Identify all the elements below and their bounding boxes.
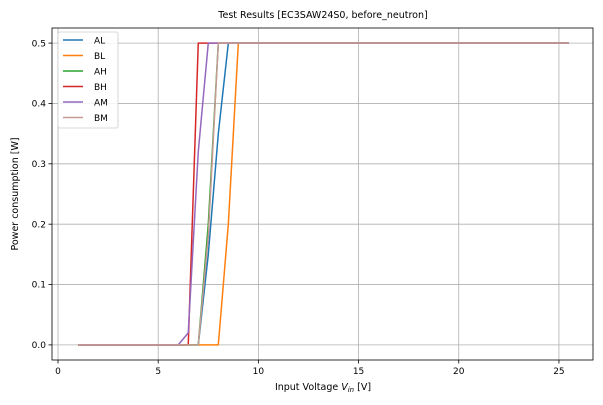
series-line-bm xyxy=(78,42,569,346)
legend-label-al: AL xyxy=(94,36,105,46)
x-tick-label: 10 xyxy=(253,367,265,377)
legend-label-ah: AH xyxy=(94,67,107,77)
y-axis-label: Power consumption [W] xyxy=(10,137,21,250)
legend-label-bm: BM xyxy=(94,114,108,124)
x-axis-label-variable: V xyxy=(341,382,349,393)
series-line-bl xyxy=(78,42,569,346)
y-tick-label: 0.0 xyxy=(32,341,47,351)
x-tick-label: 0 xyxy=(55,367,61,377)
series-line-bh xyxy=(78,42,569,346)
x-tick-label: 5 xyxy=(155,367,161,377)
legend-label-bl: BL xyxy=(94,52,105,62)
x-tick-label: 20 xyxy=(453,367,465,377)
y-axis-ticks: 0.0 0.1 0.2 0.3 0.4 0.5 xyxy=(32,39,52,351)
x-axis-label: Input Voltage Vin [V] xyxy=(275,382,371,394)
x-axis-label-text: Input Voltage xyxy=(275,382,341,393)
series-line-al xyxy=(78,42,569,346)
y-tick-label: 0.2 xyxy=(32,220,46,230)
x-tick-label: 15 xyxy=(353,367,364,377)
legend: AL BL AH BH AM BM xyxy=(57,31,119,129)
x-axis-label-subscript: in xyxy=(348,386,354,394)
y-tick-label: 0.1 xyxy=(32,281,46,291)
plot-frame xyxy=(51,27,594,361)
legend-label-am: AM xyxy=(94,98,108,108)
x-tick-label: 25 xyxy=(553,367,564,377)
chart-title: Test Results [EC3SAW24S0, before_neutron… xyxy=(217,10,427,21)
legend-label-bh: BH xyxy=(94,83,107,93)
series-line-am xyxy=(78,42,569,346)
grid xyxy=(52,28,593,360)
series-lines xyxy=(78,42,569,346)
y-tick-label: 0.3 xyxy=(32,160,46,170)
y-tick-label: 0.4 xyxy=(32,100,47,110)
x-axis-label-unit: [V] xyxy=(354,382,371,393)
series-line-ah xyxy=(78,42,569,346)
y-tick-label: 0.5 xyxy=(32,39,46,49)
legend-box xyxy=(57,31,119,129)
x-axis-ticks: 0 5 10 15 20 25 xyxy=(55,360,565,377)
